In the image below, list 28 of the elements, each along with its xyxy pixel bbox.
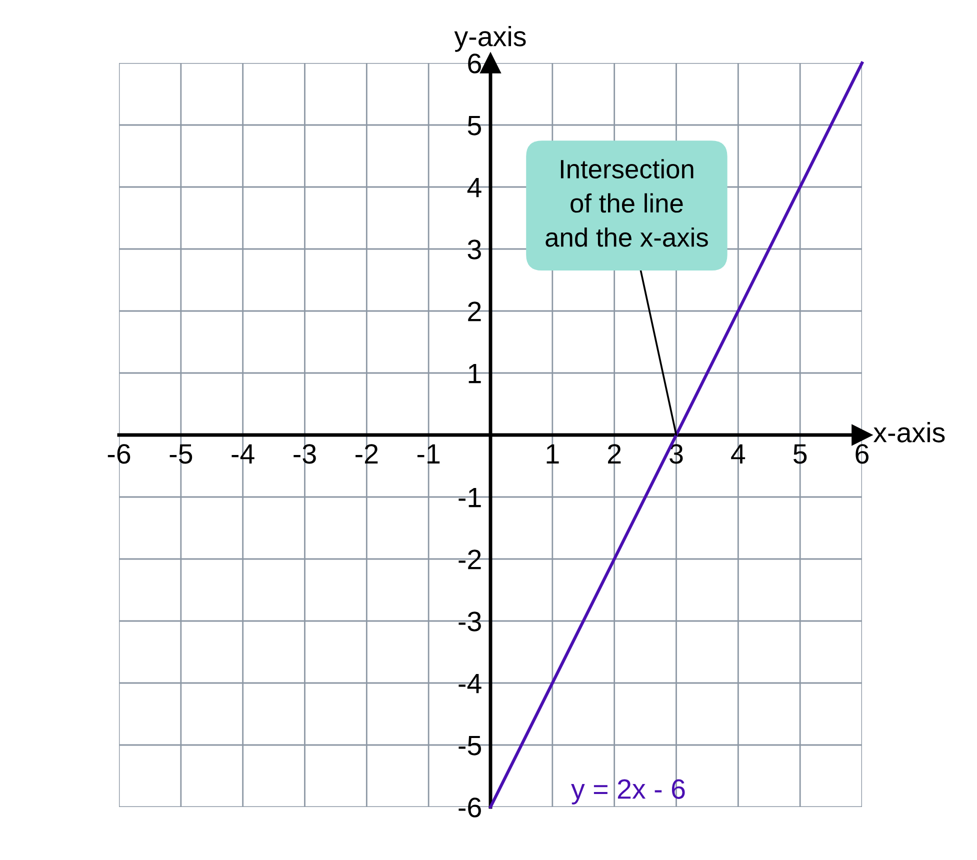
- x-tick-label: 6: [856, 444, 869, 464]
- y-tick-label: 5: [468, 116, 482, 136]
- y-tick-label: -4: [458, 674, 482, 694]
- y-tick-label: 1: [468, 364, 481, 384]
- y-axis-title: y-axis: [454, 26, 526, 52]
- x-tick-label: 4: [731, 444, 746, 464]
- y-tick-label: -6: [458, 798, 481, 818]
- x-tick-label: -4: [232, 444, 254, 464]
- x-tick-label: -2: [356, 444, 378, 464]
- annotation: Intersection of the line and the x-axis: [546, 159, 708, 247]
- x-tick-label: 2: [608, 444, 621, 464]
- x-tick-label: -1: [417, 444, 440, 464]
- y-tick-label: -2: [458, 550, 481, 570]
- y-tick-label: 4: [467, 178, 482, 198]
- x-tick-label: -3: [294, 444, 316, 464]
- y-tick-label: -3: [458, 612, 481, 632]
- x-tick-label: 3: [670, 444, 683, 464]
- x-tick-label: 1: [546, 444, 559, 464]
- y-tick-label: -1: [458, 488, 481, 508]
- x-tick-label: 5: [793, 444, 807, 464]
- y-tick-label: -5: [458, 736, 482, 756]
- y-tick-label: 3: [468, 240, 481, 260]
- text: y = 2x - 6: [571, 779, 685, 804]
- x-tick-label: -5: [170, 444, 192, 464]
- x-axis-title: x-axis: [873, 422, 945, 442]
- x-tick-label: -6: [108, 444, 130, 464]
- y-tick-label: 2: [468, 302, 481, 322]
- y-tick-label: 6: [468, 54, 481, 74]
